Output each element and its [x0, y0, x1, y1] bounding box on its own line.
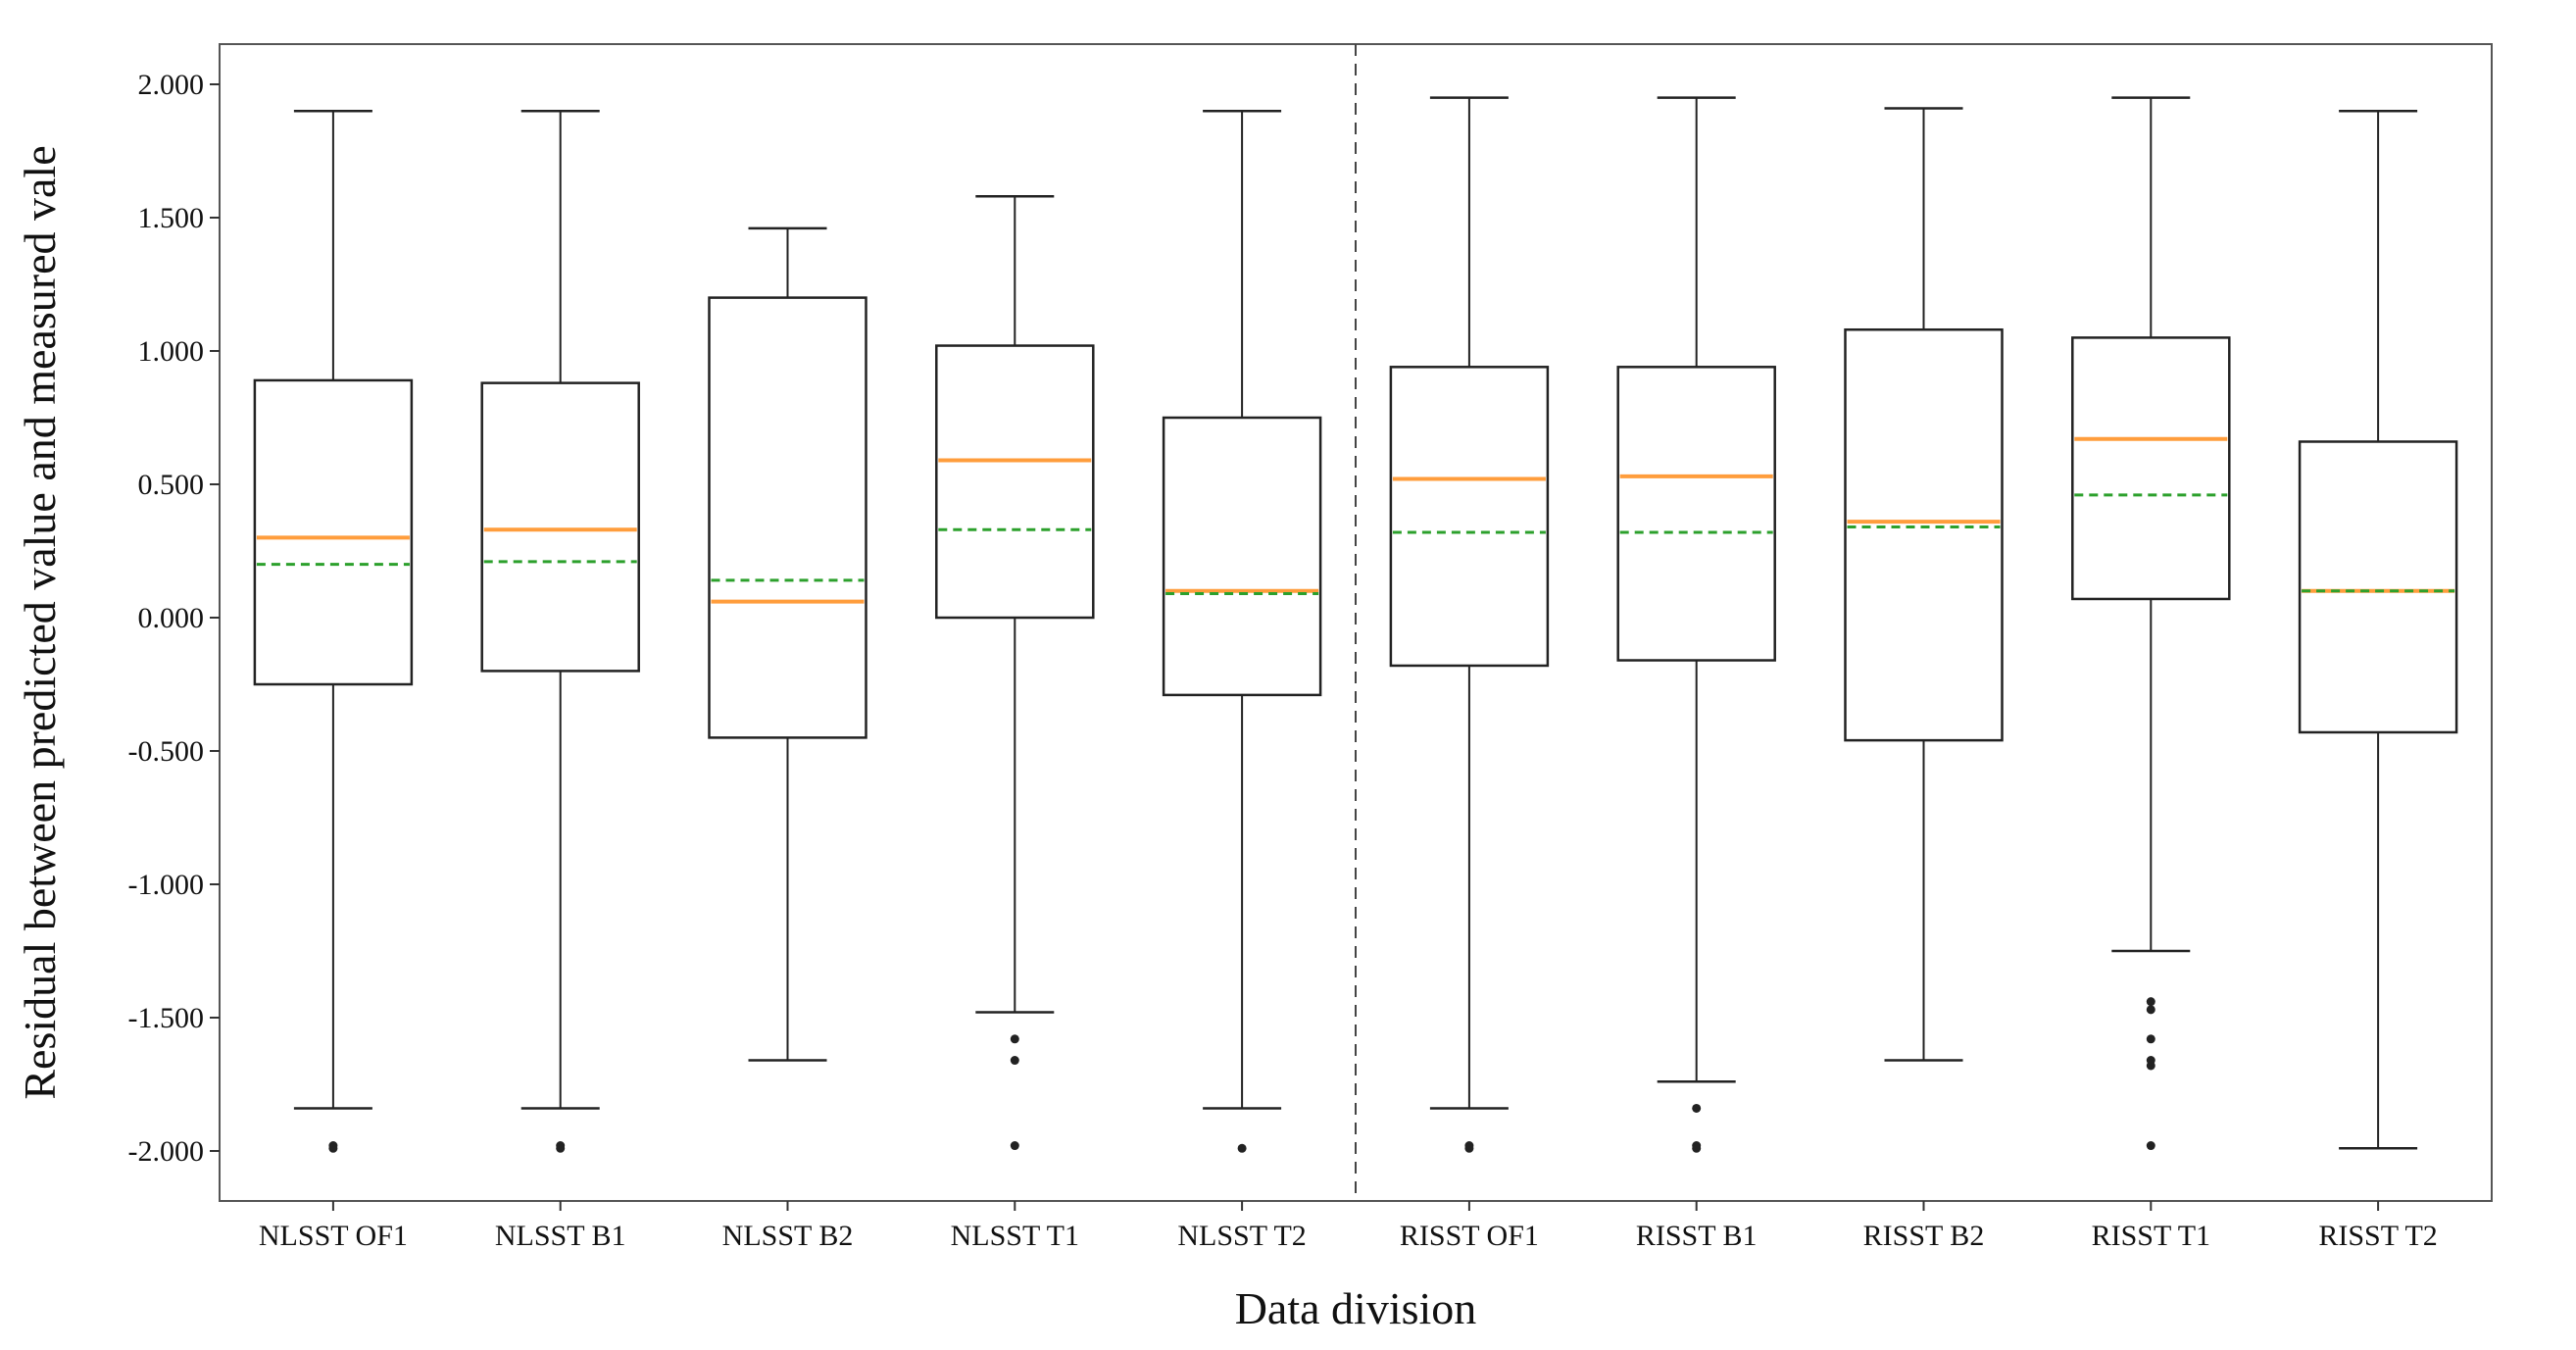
- box-2: [480, 109, 640, 1153]
- box-series: [253, 96, 2458, 1153]
- outlier-point: [2146, 1005, 2155, 1015]
- outlier-point: [1692, 1143, 1702, 1153]
- box-4: [935, 194, 1095, 1151]
- x-tick-label: RISST B2: [1863, 1220, 1985, 1252]
- outlier-point: [556, 1143, 566, 1153]
- y-tick-label: -0.500: [128, 735, 205, 768]
- y-tick-label: 1.500: [138, 202, 205, 234]
- iqr-box: [1844, 327, 2004, 742]
- outlier-point: [1464, 1143, 1474, 1153]
- outlier-point: [2146, 1141, 2155, 1151]
- outlier-point: [2146, 1034, 2155, 1044]
- outlier-point: [1692, 1103, 1702, 1113]
- box-6: [1389, 96, 1550, 1153]
- x-tick-label: RISST OF1: [1400, 1220, 1539, 1252]
- y-axis: -2.000 -1.500 -1.000 -0.500 0.000 0.500 1.000 1…: [128, 69, 220, 1168]
- x-axis-title: Data division: [1235, 1283, 1477, 1333]
- x-tick-label: NLSST T1: [951, 1220, 1079, 1252]
- y-axis-title: Residual between predicted value and mea…: [15, 145, 65, 1099]
- box-3: [708, 226, 867, 1062]
- y-tick-label: -1.500: [128, 1002, 205, 1034]
- outlier-point: [1010, 1141, 1019, 1151]
- y-tick-label: 0.000: [138, 602, 205, 634]
- box-10: [2298, 109, 2458, 1150]
- x-tick-label: NLSST B1: [495, 1220, 626, 1252]
- iqr-box: [1162, 416, 1322, 697]
- iqr-box: [708, 296, 867, 739]
- outlier-point: [1237, 1143, 1247, 1153]
- x-tick-label: RISST B1: [1636, 1220, 1758, 1252]
- x-tick-label: RISST T2: [2318, 1220, 2437, 1252]
- iqr-box: [2071, 336, 2231, 601]
- iqr-box: [935, 344, 1095, 620]
- outlier-point: [1010, 1056, 1019, 1066]
- box-1: [253, 109, 414, 1153]
- y-tick-label: 0.500: [138, 469, 205, 501]
- x-axis: NLSST OF1 NLSST B1 NLSST B2 NLSST T1 NLSST T…: [259, 1201, 2438, 1252]
- x-tick-label: NLSST T2: [1177, 1220, 1306, 1252]
- box-8: [1844, 107, 2004, 1062]
- y-tick-label: -2.000: [128, 1135, 205, 1168]
- iqr-box: [253, 378, 414, 686]
- outlier-point: [2146, 997, 2155, 1007]
- x-tick-label: NLSST B2: [722, 1220, 854, 1252]
- iqr-box: [480, 381, 640, 673]
- iqr-box: [1389, 366, 1550, 668]
- box-7: [1616, 96, 1776, 1153]
- outlier-point: [1010, 1034, 1019, 1044]
- outlier-point: [2146, 1061, 2155, 1071]
- y-tick-label: 2.000: [138, 69, 205, 101]
- x-tick-label: NLSST OF1: [259, 1220, 408, 1252]
- x-tick-label: RISST T1: [2092, 1220, 2210, 1252]
- iqr-box: [1616, 366, 1776, 662]
- outlier-point: [328, 1143, 338, 1153]
- iqr-box: [2298, 440, 2458, 734]
- y-tick-label: -1.000: [128, 869, 205, 901]
- plot-frame: [219, 43, 2493, 1202]
- box-5: [1162, 109, 1322, 1153]
- y-tick-label: 1.000: [138, 335, 205, 368]
- box-9: [2071, 96, 2231, 1151]
